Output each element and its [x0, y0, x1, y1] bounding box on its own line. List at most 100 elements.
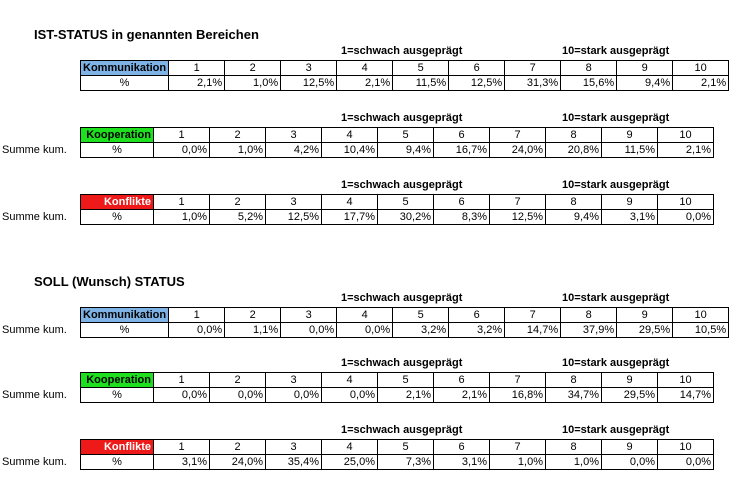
col-header: 3	[280, 307, 338, 323]
soll-konflikte-block: 1=schwach ausgeprägt 10=stark ausgeprägt…	[0, 424, 738, 480]
unit-cell: %	[80, 142, 154, 158]
value-cell: 14,7%	[504, 322, 562, 338]
category-label-konflikte: Konflikte	[80, 439, 154, 455]
value-cell: 10,4%	[321, 142, 378, 158]
unit-cell: %	[80, 209, 154, 225]
value-cell: 7,3%	[377, 454, 434, 470]
value-cell: 0,0%	[153, 142, 210, 158]
value-row: Summe kum. % 0,0% 1,1% 0,0% 0,0% 3,2% 3,…	[0, 322, 730, 338]
value-cell: 0,0%	[657, 209, 714, 225]
value-cell: 16,7%	[433, 142, 490, 158]
row-label: Summe kum.	[2, 323, 67, 336]
ist-kooperation-table: Kooperation 1 2 3 4 5 6 7 8 9 10 Summe k…	[0, 127, 714, 158]
col-header: 10	[672, 60, 730, 76]
col-header: 4	[321, 194, 378, 210]
scale-low-label: 1=schwach ausgeprägt	[341, 179, 463, 191]
col-header: 2	[224, 60, 282, 76]
ist-konflikte-block: 1=schwach ausgeprägt 10=stark ausgeprägt…	[0, 179, 738, 235]
col-header: 1	[153, 194, 210, 210]
col-header: 7	[489, 372, 546, 388]
value-cell: 14,7%	[657, 387, 714, 403]
soll-kommunikation-table: Kommunikation 1 2 3 4 5 6 7 8 9 10 Summe…	[0, 307, 730, 338]
col-header: 4	[336, 60, 394, 76]
col-header: 10	[657, 372, 714, 388]
value-cell: 35,4%	[265, 454, 322, 470]
col-header: 3	[265, 372, 322, 388]
col-header: 2	[209, 372, 266, 388]
unit-cell: %	[79, 75, 170, 91]
category-label-kooperation: Kooperation	[80, 127, 154, 143]
col-header: 9	[616, 60, 674, 76]
value-cell: 1,0%	[209, 142, 266, 158]
value-cell: 25,0%	[321, 454, 378, 470]
value-cell: 0,0%	[168, 322, 226, 338]
ist-konflikte-table: Konflikte 1 2 3 4 5 6 7 8 9 10 Summe kum…	[0, 194, 714, 225]
col-header: 8	[545, 127, 602, 143]
value-cell: 10,5%	[672, 322, 730, 338]
soll-kommunikation-block: 1=schwach ausgeprägt 10=stark ausgeprägt…	[0, 292, 738, 348]
value-cell: 3,1%	[433, 454, 490, 470]
scale-high-label: 10=stark ausgeprägt	[562, 292, 670, 304]
value-cell: 12,5%	[280, 75, 338, 91]
value-cell: 24,0%	[489, 142, 546, 158]
value-cell: 30,2%	[377, 209, 434, 225]
value-row: Summe kum. % 0,0% 1,0% 4,2% 10,4% 9,4% 1…	[0, 142, 714, 158]
value-cell: 31,3%	[504, 75, 562, 91]
col-header: 3	[265, 439, 322, 455]
col-header: 2	[209, 127, 266, 143]
category-label-kommunikation: Kommunikation	[79, 60, 170, 76]
category-label-kommunikation: Kommunikation	[79, 307, 170, 323]
value-cell: 4,2%	[265, 142, 322, 158]
col-header: 5	[392, 307, 450, 323]
value-cell: 9,4%	[377, 142, 434, 158]
col-header: 6	[448, 307, 506, 323]
unit-cell: %	[80, 387, 154, 403]
col-header: 9	[601, 439, 658, 455]
value-cell: 8,3%	[433, 209, 490, 225]
col-header: 6	[448, 60, 506, 76]
value-cell: 15,6%	[560, 75, 618, 91]
value-cell: 24,0%	[209, 454, 266, 470]
value-cell: 1,0%	[489, 454, 546, 470]
scale-high-label: 10=stark ausgeprägt	[562, 179, 670, 191]
col-header: 1	[153, 127, 210, 143]
value-cell: 0,0%	[601, 454, 658, 470]
col-header: 4	[321, 372, 378, 388]
row-label: Summe kum.	[2, 210, 67, 223]
value-cell: 1,0%	[545, 454, 602, 470]
col-header: 1	[168, 60, 226, 76]
scale-low-label: 1=schwach ausgeprägt	[341, 112, 463, 124]
value-cell: 2,1%	[377, 387, 434, 403]
header-row: Konflikte 1 2 3 4 5 6 7 8 9 10	[0, 194, 714, 210]
col-header: 7	[489, 194, 546, 210]
col-header: 4	[336, 307, 394, 323]
value-cell: 3,1%	[153, 454, 210, 470]
scale-low-label: 1=schwach ausgeprägt	[341, 45, 463, 57]
col-header: 7	[504, 307, 562, 323]
category-label-konflikte: Konflikte	[80, 194, 154, 210]
col-header: 9	[616, 307, 674, 323]
value-cell: 3,2%	[392, 322, 450, 338]
soll-kooperation-block: 1=schwach ausgeprägt 10=stark ausgeprägt…	[0, 357, 738, 413]
value-cell: 0,0%	[280, 322, 338, 338]
soll-konflikte-table: Konflikte 1 2 3 4 5 6 7 8 9 10 Summe kum…	[0, 439, 714, 470]
value-cell: 0,0%	[265, 387, 322, 403]
value-cell: 11,5%	[601, 142, 658, 158]
header-row: Konflikte 1 2 3 4 5 6 7 8 9 10	[0, 439, 714, 455]
value-cell: 0,0%	[153, 387, 210, 403]
col-header: 4	[321, 439, 378, 455]
col-header: 3	[265, 127, 322, 143]
col-header: 6	[433, 194, 490, 210]
value-cell: 0,0%	[321, 387, 378, 403]
value-cell: 2,1%	[657, 142, 714, 158]
category-label-kooperation: Kooperation	[80, 372, 154, 388]
soll-section-title: SOLL (Wunsch) STATUS	[34, 274, 185, 289]
value-row: Summe kum. % 0,0% 0,0% 0,0% 0,0% 2,1% 2,…	[0, 387, 714, 403]
col-header: 10	[657, 439, 714, 455]
col-header: 2	[224, 307, 282, 323]
col-header: 1	[153, 439, 210, 455]
row-label: Summe kum.	[2, 143, 67, 156]
col-header: 8	[545, 372, 602, 388]
value-cell: 12,5%	[489, 209, 546, 225]
